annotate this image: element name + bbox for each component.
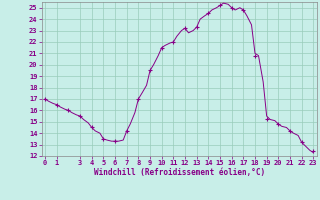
X-axis label: Windchill (Refroidissement éolien,°C): Windchill (Refroidissement éolien,°C) (94, 168, 265, 177)
